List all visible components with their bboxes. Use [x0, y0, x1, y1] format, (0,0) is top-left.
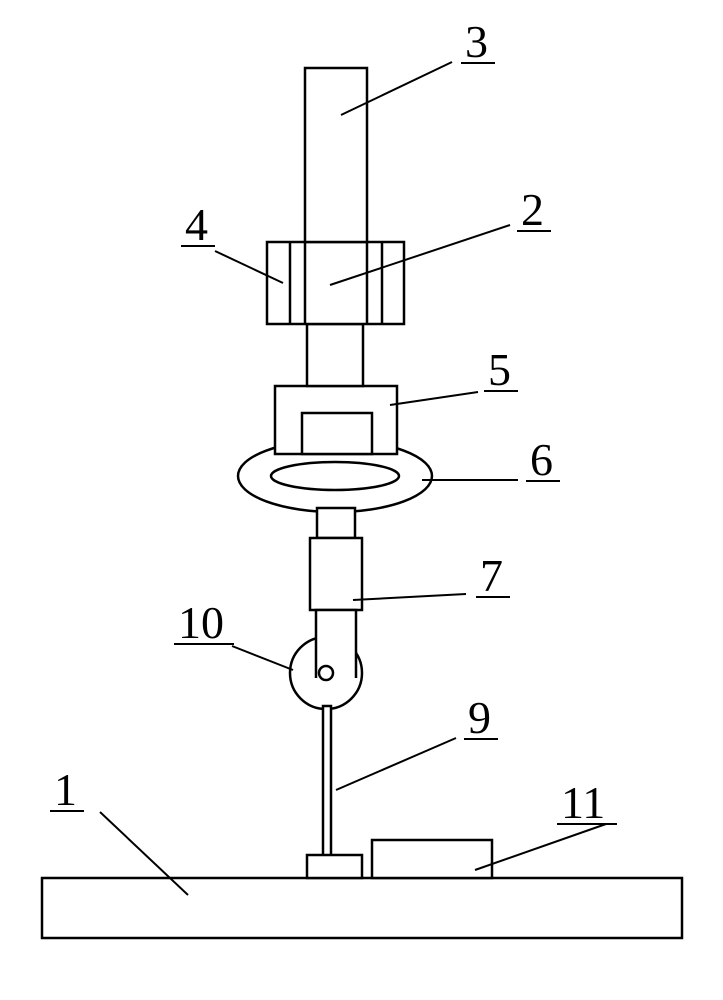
label-n6: 6 [530, 434, 553, 485]
part-block5-inner [302, 413, 372, 454]
leader-n7 [353, 594, 466, 600]
part-torus-inner [271, 462, 399, 490]
label-n4: 4 [185, 199, 208, 250]
part-shaft-low [317, 508, 355, 538]
part-block11 [372, 840, 492, 878]
engineering-diagram: 1 2 3 4 56 7 9 10 11 [0, 0, 723, 1000]
label-n1: 1 [54, 764, 77, 815]
leader-n11 [475, 824, 606, 870]
label-n11: 11 [561, 777, 605, 828]
label-n2: 2 [521, 184, 544, 235]
label-n7: 7 [480, 550, 503, 601]
part-shaft-mid [307, 324, 363, 386]
label-n3: 3 [465, 16, 488, 67]
label-n5: 5 [488, 344, 511, 395]
leader-n10 [232, 646, 293, 670]
label-n9: 9 [468, 692, 491, 743]
part-foot [307, 855, 362, 878]
label-n10: 10 [178, 597, 224, 648]
part-rod9 [323, 706, 331, 861]
leader-n5 [390, 392, 478, 405]
part-top-shaft [305, 68, 367, 242]
part-base [42, 878, 682, 938]
leader-n9 [336, 738, 456, 790]
